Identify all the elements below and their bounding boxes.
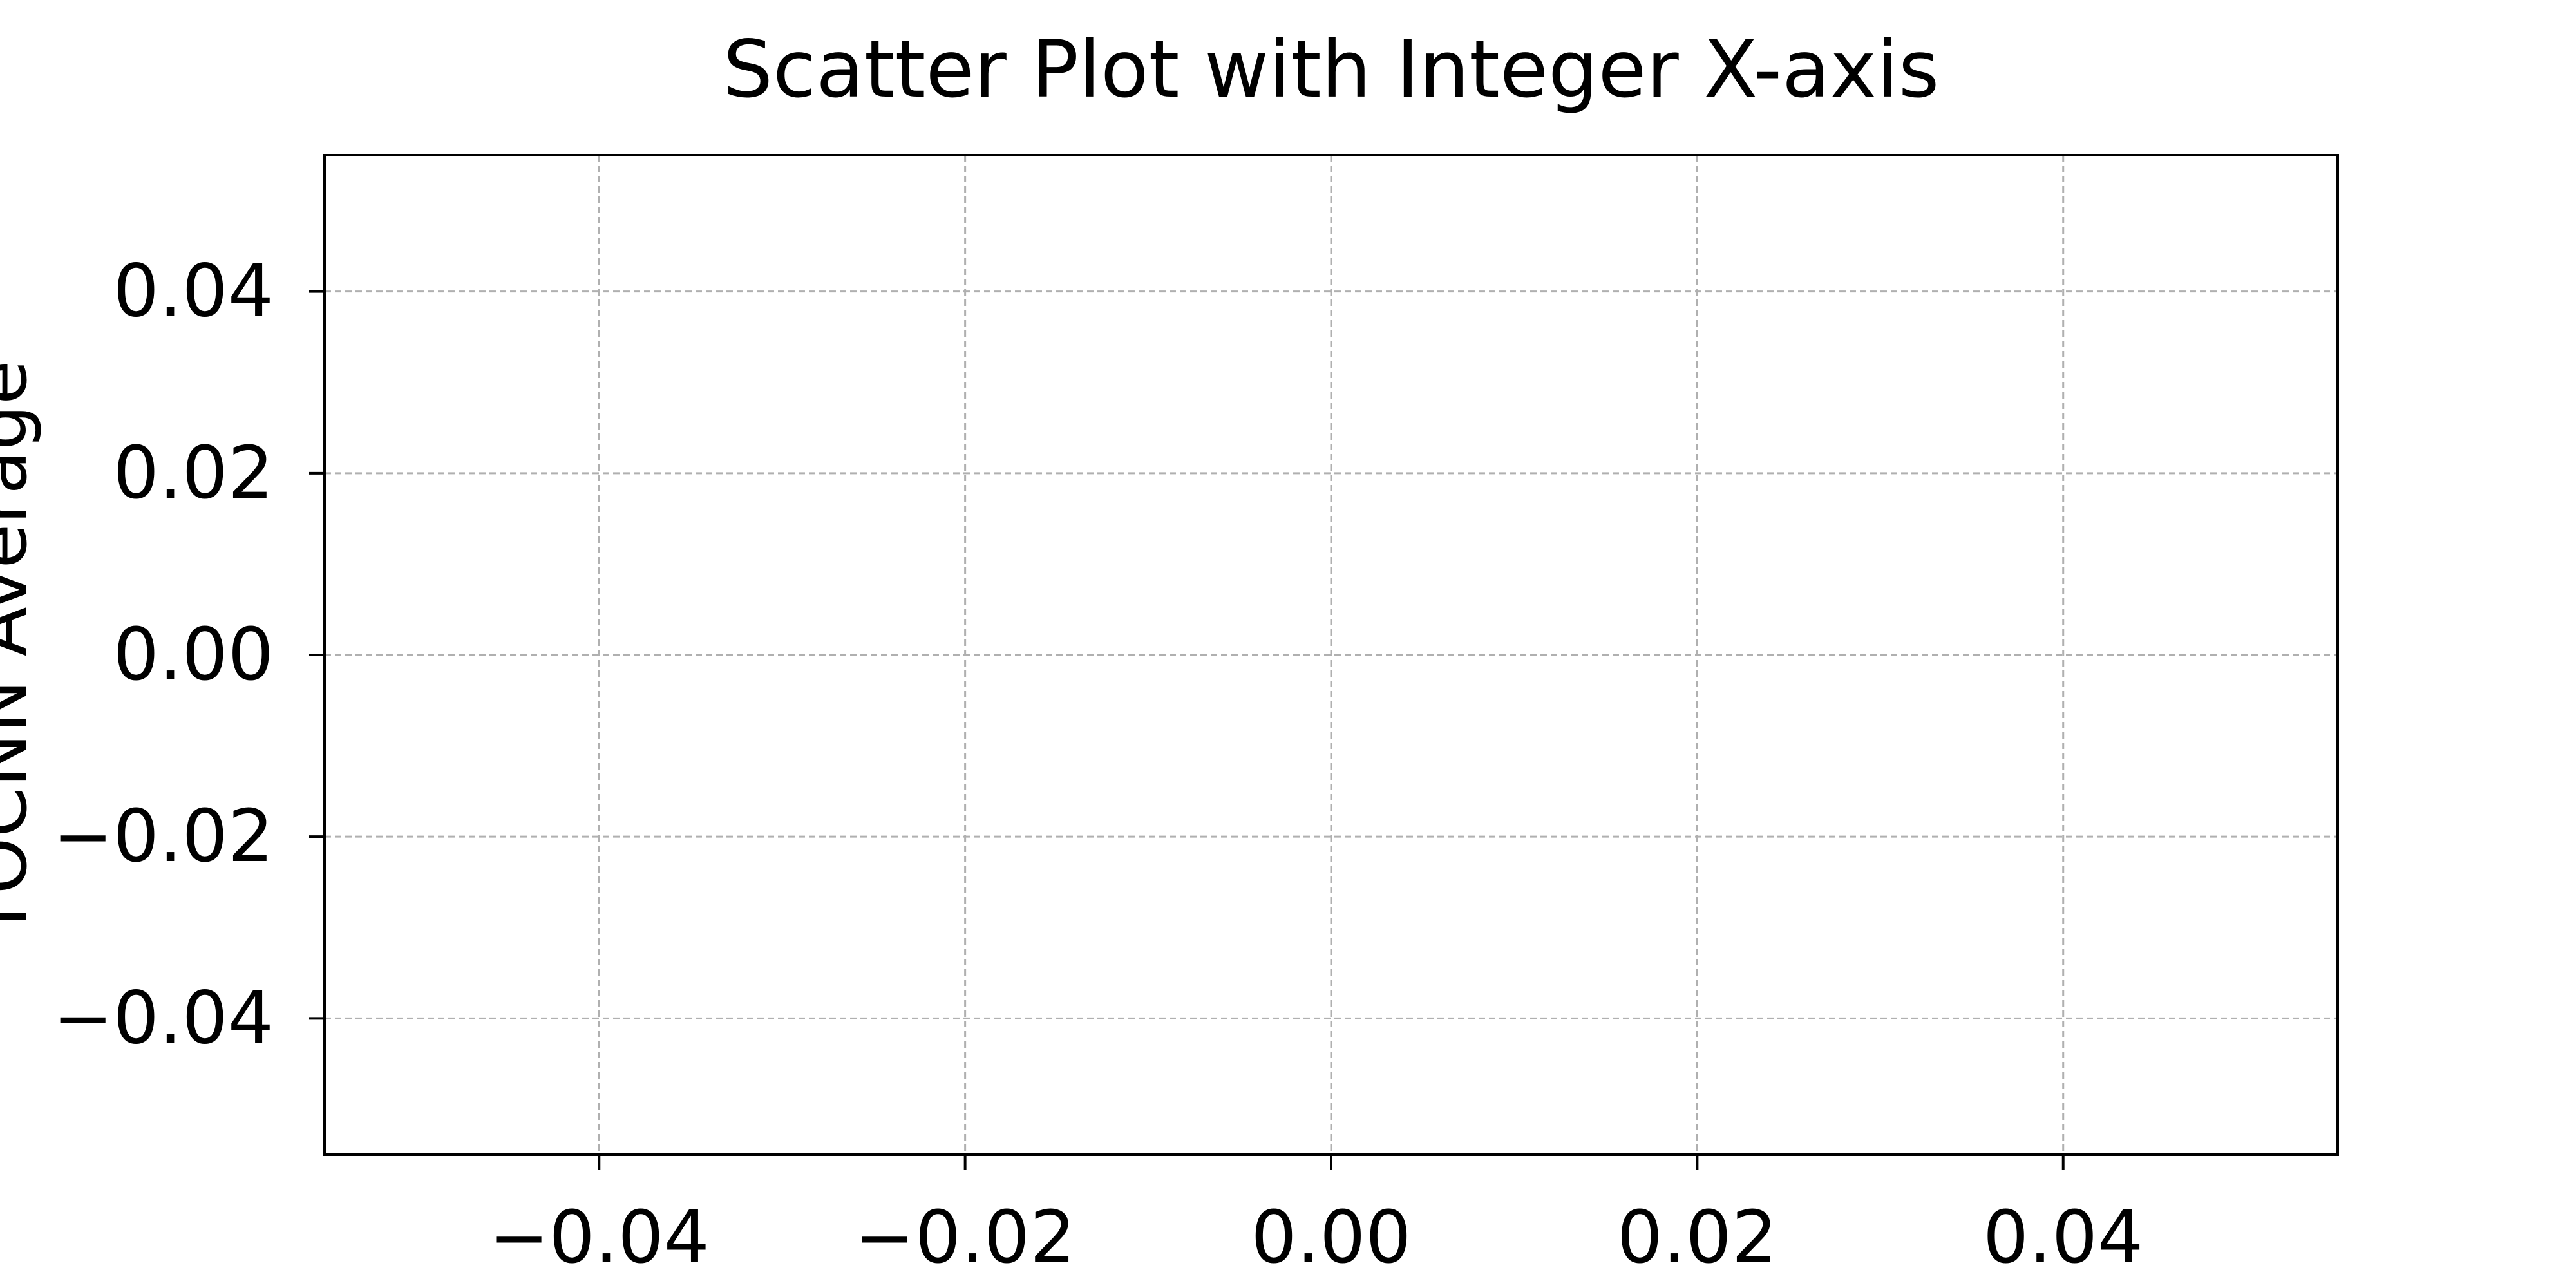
x-tick-label: 0.00	[1251, 1196, 1411, 1280]
x-tick-label: −0.04	[489, 1196, 710, 1280]
chart-title: Scatter Plot with Integer X-axis	[723, 24, 1940, 115]
x-axis: −0.04 −0.02 0.00 0.02 0.04	[489, 1155, 2143, 1280]
x-tick-label: 0.04	[1983, 1196, 2143, 1280]
y-axis: 0.04 0.02 0.00 −0.02 −0.04	[53, 250, 325, 1060]
x-tick-label: 0.02	[1617, 1196, 1777, 1280]
y-tick-label: 0.04	[113, 250, 274, 334]
grid-layer	[325, 155, 2338, 1155]
y-tick-label: 0.02	[113, 431, 274, 515]
y-tick-label: 0.00	[113, 613, 274, 697]
y-axis-label: TOCNN Average	[0, 360, 43, 939]
y-tick-label: −0.04	[53, 976, 274, 1060]
x-tick-label: −0.02	[855, 1196, 1075, 1280]
y-tick-label: −0.02	[53, 795, 274, 878]
